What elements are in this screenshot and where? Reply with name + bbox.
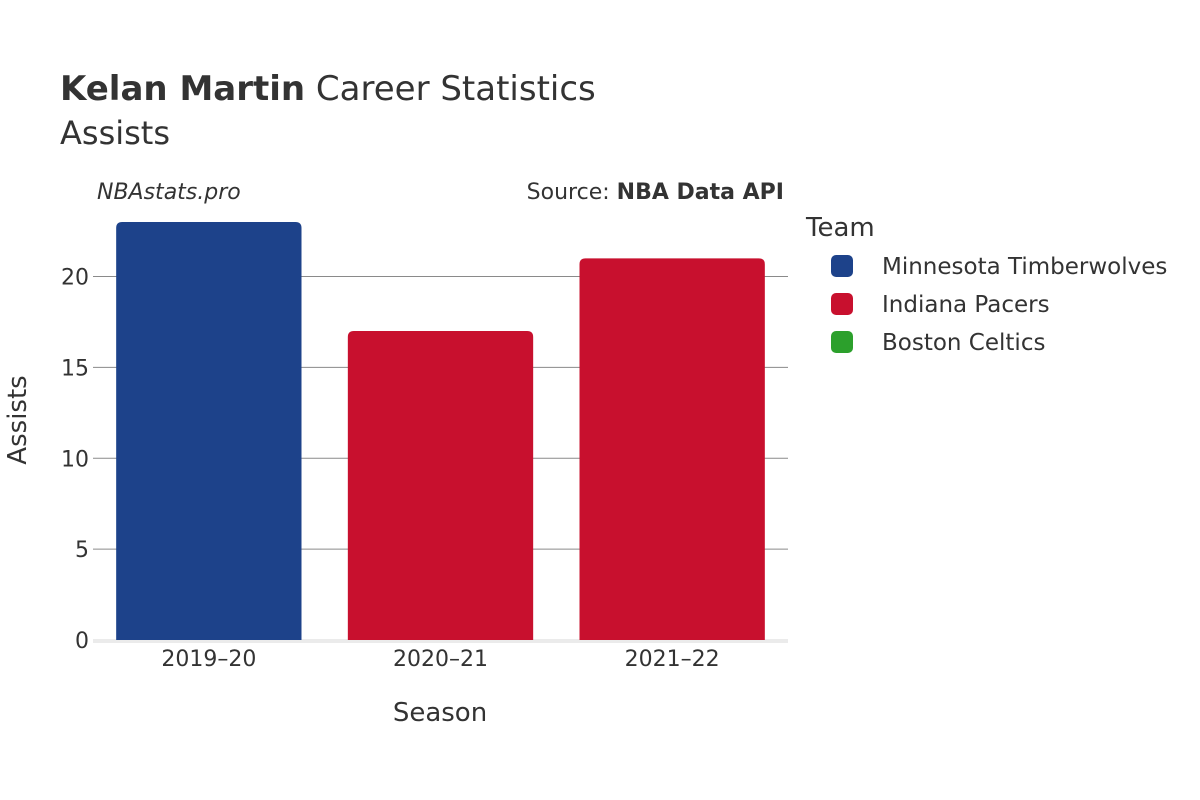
- legend-label[interactable]: Boston Celtics: [882, 330, 1045, 356]
- y-tick-label: 15: [61, 356, 89, 381]
- source-prefix: Source:: [527, 180, 610, 205]
- y-ticks: 0 5 10 15 20: [61, 266, 89, 654]
- source-label: Source: NBA Data API: [527, 180, 784, 205]
- bar-2021–22[interactable]: [579, 258, 765, 640]
- title-rest: [305, 69, 316, 109]
- x-ticks: 2019–20 2020–21 2021–22: [161, 647, 719, 672]
- y-tick-label: 10: [61, 447, 89, 472]
- y-tick-label: 20: [61, 266, 89, 291]
- x-axis-label: Season: [393, 698, 487, 728]
- bar-2019–20[interactable]: [116, 222, 302, 640]
- x-tick-label: 2019–20: [161, 647, 256, 672]
- x-tick-label: 2020–21: [393, 647, 488, 672]
- title-player: Kelan Martin: [60, 69, 305, 109]
- chart-title: Kelan Martin Career Statistics: [60, 69, 596, 109]
- y-axis-label: Assists: [3, 375, 33, 464]
- source-name: NBA Data API: [617, 180, 784, 205]
- chart-subtitle: Assists: [60, 114, 170, 152]
- legend-label[interactable]: Indiana Pacers: [882, 292, 1050, 318]
- legend-label[interactable]: Minnesota Timberwolves: [882, 254, 1167, 280]
- y-tick-label: 0: [75, 629, 89, 654]
- x-tick-label: 2021–22: [625, 647, 720, 672]
- legend-swatch[interactable]: [831, 293, 853, 315]
- bar-2020–21[interactable]: [347, 331, 534, 640]
- legend-swatch[interactable]: [831, 255, 853, 277]
- y-tick-label: 5: [75, 538, 89, 563]
- title-rest-text: Career Statistics: [316, 69, 596, 109]
- legend-swatch[interactable]: [831, 331, 853, 353]
- legend: Minnesota Timberwolves Indiana Pacers Bost…: [831, 254, 1167, 356]
- bars: [116, 222, 765, 640]
- watermark: NBAstats.pro: [97, 180, 241, 205]
- legend-title: Team: [805, 213, 875, 243]
